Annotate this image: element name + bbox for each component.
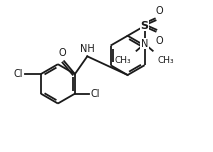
Text: NH: NH	[80, 44, 95, 54]
Text: O: O	[155, 36, 163, 46]
Text: O: O	[59, 48, 66, 58]
Text: CH₃: CH₃	[115, 56, 132, 65]
Text: N: N	[141, 39, 148, 49]
Text: CH₃: CH₃	[158, 56, 174, 65]
Text: O: O	[155, 6, 163, 16]
Text: Cl: Cl	[91, 89, 100, 99]
Text: S: S	[141, 21, 149, 31]
Text: Cl: Cl	[14, 69, 23, 79]
